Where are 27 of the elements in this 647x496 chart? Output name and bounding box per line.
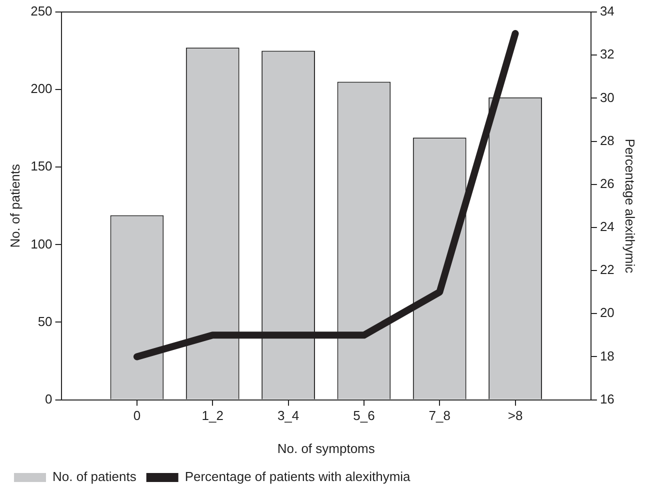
y2-axis-title: Percentage alexithymic	[622, 138, 638, 274]
y2-tick-label: 28	[600, 132, 614, 148]
y2-tick-label: 26	[600, 176, 614, 191]
y2-tick-label: 20	[600, 305, 614, 320]
y-axis-title: No. of patients	[7, 163, 22, 248]
y-tick-label: 0	[45, 391, 52, 406]
y2-tick-label: 24	[600, 219, 614, 234]
y2-tick-label: 30	[600, 90, 614, 105]
y2-tick-label: 22	[600, 262, 614, 278]
y-tick-label: 100	[30, 236, 52, 252]
x-axis-title: No. of symptoms	[277, 440, 376, 456]
x-tick-label: 0	[133, 408, 141, 424]
y-tick-label: 150	[30, 158, 52, 174]
y2-tick-label: 34	[600, 4, 614, 19]
y2-tick-label: 32	[600, 46, 614, 62]
x-tick-label: >8	[508, 408, 523, 424]
x-tick-label: 1_2	[202, 408, 224, 424]
legend-label: No. of patients	[52, 469, 137, 484]
y-tick-label: 250	[30, 4, 52, 19]
y-tick-label: 50	[38, 314, 52, 329]
legend-label: Percentage of patients with alexithymia	[184, 469, 412, 484]
y2-tick-label: 16	[600, 391, 614, 406]
x-tick-label: 7_8	[428, 408, 450, 424]
y-tick-label: 200	[30, 81, 52, 96]
y2-tick-label: 18	[600, 348, 614, 364]
x-tick-label: 5_6	[353, 408, 375, 424]
x-tick-label: 3_4	[277, 408, 300, 424]
